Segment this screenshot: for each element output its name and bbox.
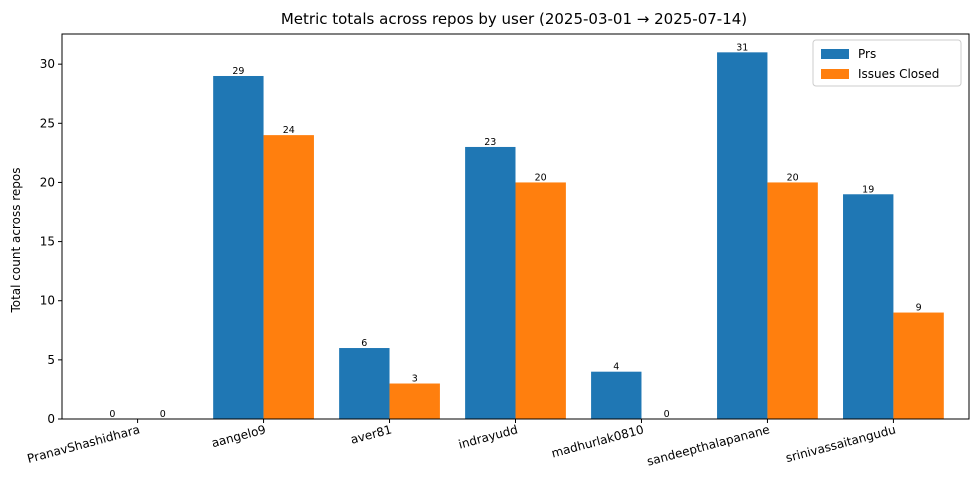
x-tick-label: srinivassaitangudu bbox=[784, 422, 897, 465]
data-label: 4 bbox=[613, 362, 619, 373]
bar bbox=[213, 75, 264, 419]
data-label: 24 bbox=[283, 125, 295, 136]
bar bbox=[843, 194, 894, 419]
bar bbox=[263, 135, 314, 419]
y-tick-label: 15 bbox=[40, 235, 55, 249]
y-tick-label: 25 bbox=[40, 116, 55, 130]
bar bbox=[767, 182, 818, 419]
y-tick-label: 30 bbox=[40, 57, 55, 71]
bar bbox=[465, 146, 516, 420]
y-tick-label: 20 bbox=[40, 175, 55, 189]
legend-label: Issues Closed bbox=[858, 67, 939, 81]
bar bbox=[339, 348, 390, 419]
legend: Prs Issues Closed bbox=[812, 39, 962, 87]
x-tick-label: madhurlak0810 bbox=[550, 422, 645, 460]
y-tick-label: 10 bbox=[40, 294, 55, 308]
data-label: 23 bbox=[484, 137, 496, 148]
y-axis-label: Total count across repos bbox=[9, 167, 23, 313]
data-label: 20 bbox=[787, 172, 799, 183]
plot-area: 0 29 6 23 4 31 19 0 24 3 20 0 20 9 0 5 10 15 20 25 30 PranavS… bbox=[26, 33, 970, 469]
legend-swatch bbox=[821, 49, 849, 59]
data-label: 6 bbox=[361, 338, 367, 349]
data-label: 19 bbox=[862, 184, 874, 195]
data-label: 0 bbox=[664, 409, 670, 420]
data-label: 0 bbox=[109, 409, 115, 420]
bar bbox=[591, 371, 642, 419]
x-tick-label: indrayudd bbox=[457, 422, 519, 451]
x-tick-label: PranavShashidhara bbox=[26, 422, 142, 466]
legend-swatch bbox=[821, 69, 849, 79]
data-label: 20 bbox=[535, 172, 547, 183]
legend-box bbox=[812, 39, 962, 87]
y-tick-label: 5 bbox=[47, 353, 55, 367]
bar bbox=[893, 312, 944, 419]
legend-label: Prs bbox=[858, 47, 876, 61]
data-label: 0 bbox=[160, 409, 166, 420]
x-tick-label: aangelo9 bbox=[210, 422, 267, 450]
data-label: 3 bbox=[412, 374, 418, 385]
data-label: 31 bbox=[736, 42, 748, 53]
x-tick-label: aver81 bbox=[349, 422, 393, 446]
x-tick-label: sandeepthalapanane bbox=[645, 422, 771, 468]
data-label: 9 bbox=[916, 303, 922, 314]
bar bbox=[515, 182, 566, 419]
chart-title: Metric totals across repos by user (2025… bbox=[281, 10, 747, 28]
data-label: 29 bbox=[232, 66, 244, 77]
y-tick-label: 0 bbox=[47, 412, 55, 426]
bar bbox=[717, 52, 768, 419]
bar bbox=[389, 383, 440, 419]
